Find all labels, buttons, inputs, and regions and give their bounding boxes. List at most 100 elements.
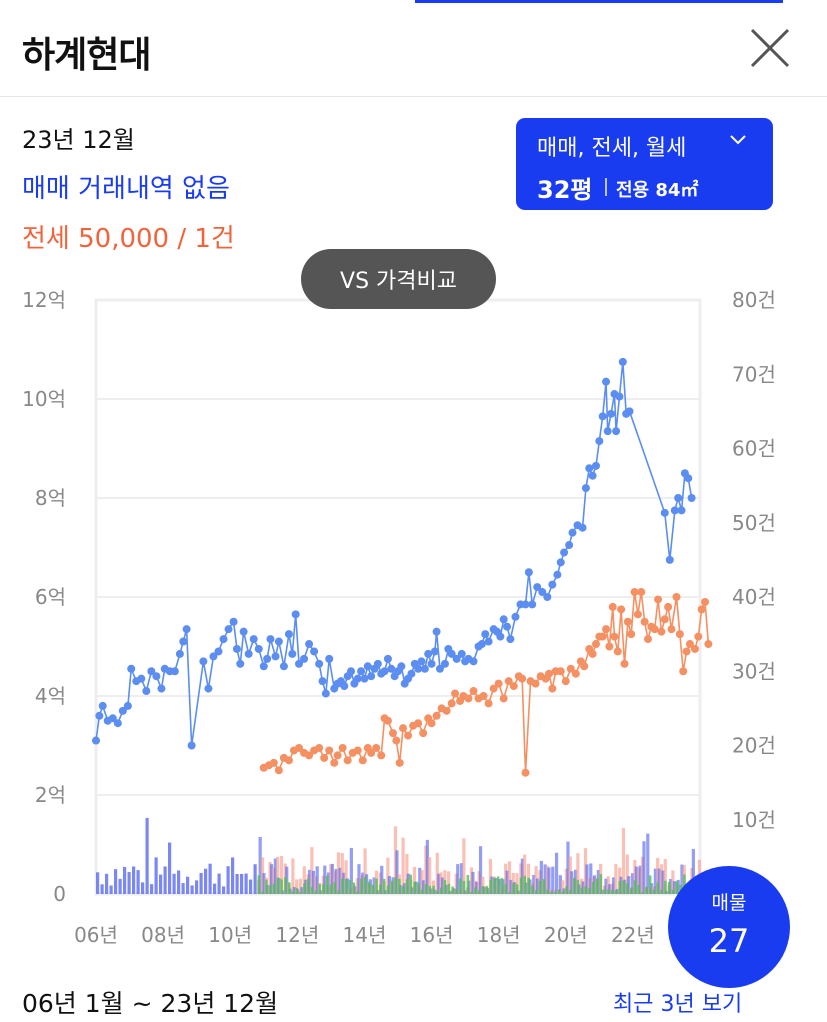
- monthly-volume-bar: [508, 891, 511, 894]
- sale-volume-bar: [330, 863, 334, 894]
- monthly-volume-bar: [523, 875, 527, 894]
- x-tick-label: 16년: [410, 923, 454, 947]
- sale-price-point: [568, 528, 577, 537]
- jeonse-price-point: [479, 692, 488, 700]
- jeonse-price-point: [305, 751, 314, 760]
- sale-price-point: [274, 637, 283, 646]
- sale-volume-bar: [433, 889, 437, 894]
- sale-volume-bar: [558, 875, 562, 894]
- sale-price-point: [137, 674, 146, 683]
- jeonse-price-point: [404, 731, 413, 740]
- sale-volume-bar: [570, 871, 574, 894]
- jeonse-price-point: [518, 674, 527, 683]
- sale-price-point: [612, 427, 621, 436]
- monthly-volume-bar: [401, 886, 405, 894]
- top-tab-indicator: [415, 0, 783, 3]
- sale-volume-bar: [231, 857, 235, 894]
- sale-price-point: [263, 654, 272, 663]
- jeonse-price-point: [679, 667, 688, 676]
- vs-compare-button[interactable]: VS 가격비교: [301, 249, 496, 309]
- sale-price-point: [618, 357, 627, 366]
- jeonse-volume-bar: [515, 873, 519, 894]
- sale-price-point: [432, 627, 441, 636]
- sale-price-point: [602, 377, 611, 386]
- sale-volume-bar: [410, 887, 414, 894]
- sale-volume-bar: [199, 872, 203, 894]
- jeonse-volume-bar: [295, 879, 299, 894]
- monthly-volume-bar: [409, 874, 413, 894]
- sale-price-point: [209, 652, 218, 661]
- header: 하계현대: [0, 0, 827, 97]
- sale-volume-bar: [532, 874, 536, 894]
- jeonse-price-point: [650, 625, 659, 634]
- monthly-volume-bar: [272, 883, 276, 894]
- sale-price-point: [175, 649, 184, 658]
- jeonse-price-point: [697, 605, 706, 614]
- sale-volume-bar: [611, 877, 616, 894]
- monthly-volume-bar: [322, 884, 325, 894]
- sale-price-point: [373, 659, 382, 668]
- jeonse-price-point: [419, 729, 428, 738]
- monthly-volume-bar: [633, 880, 637, 894]
- jeonse-price-point: [605, 642, 614, 651]
- jeonse-price-point: [392, 736, 401, 745]
- recent-3-years-link[interactable]: 최근 3년 보기: [613, 992, 743, 1017]
- x-tick-label: 18년: [477, 923, 521, 947]
- filter-deal-types: 매매, 전세, 월세: [537, 136, 687, 161]
- jeonse-price-point: [571, 669, 580, 678]
- y-left-tick-label: 12억: [22, 288, 66, 312]
- monthly-volume-bar: [348, 880, 352, 894]
- close-button[interactable]: [748, 26, 792, 70]
- jeonse-volume-bar: [523, 854, 527, 894]
- sale-volume-bar: [118, 878, 122, 894]
- listing-count-button[interactable]: 매물 27: [668, 866, 790, 988]
- monthly-volume-bar: [607, 889, 610, 894]
- sale-volume-bar: [145, 817, 149, 894]
- sale-price-point: [214, 647, 223, 656]
- jeonse-price-point: [489, 684, 498, 693]
- sale-price-point: [244, 649, 253, 658]
- jeonse-price-point: [504, 677, 513, 686]
- jeonse-price-point: [358, 756, 367, 765]
- sale-volume-bar: [213, 883, 217, 894]
- sale-volume-bar: [141, 882, 145, 894]
- jeonse-price-point: [269, 758, 278, 767]
- jeonse-price-point: [330, 758, 339, 767]
- monthly-volume-bar: [386, 885, 390, 894]
- jeonse-volume-bar: [447, 871, 451, 894]
- sale-price-point: [625, 407, 634, 416]
- monthly-volume-bar: [584, 886, 587, 894]
- x-tick-label: 22년: [611, 923, 655, 947]
- sale-price-point: [484, 637, 493, 646]
- sale-volume-bar: [471, 871, 475, 894]
- sale-volume-bar: [490, 876, 494, 894]
- jeonse-price-point: [388, 729, 397, 738]
- sale-price-point: [300, 654, 309, 663]
- sale-price-point: [556, 558, 565, 567]
- sale-volume-bar: [463, 890, 467, 894]
- date-range: 06년 1월 ~ 23년 12월: [22, 989, 279, 1018]
- deal-type-area-filter-button[interactable]: 매매, 전세, 월세 32평 전용 84㎡: [516, 118, 773, 210]
- sale-price-point: [236, 659, 245, 668]
- sale-volume-bar: [551, 866, 555, 894]
- jeonse-volume-bar: [663, 858, 667, 894]
- monthly-volume-bar: [542, 878, 546, 894]
- monthly-volume-bar: [626, 883, 629, 894]
- jeonse-price-point: [598, 632, 607, 641]
- sale-price-point: [367, 672, 376, 681]
- sale-volume-bar: [528, 879, 532, 894]
- sale-volume-bar: [615, 889, 619, 894]
- sale-volume-bar: [649, 883, 654, 894]
- sale-price-point: [199, 657, 208, 666]
- sale-volume-bar: [311, 870, 315, 894]
- sale-volume-bar: [150, 884, 154, 894]
- jeonse-price-point: [484, 699, 493, 708]
- sale-volume-bar: [547, 867, 551, 894]
- sale-price-point: [481, 630, 490, 639]
- jeonse-price-point: [627, 630, 636, 639]
- sale-volume-bar: [181, 883, 185, 894]
- y-right-tick-label: 40건: [732, 585, 776, 609]
- sale-volume-bar: [543, 864, 547, 894]
- sale-price-point: [118, 706, 127, 715]
- sale-volume-bar: [244, 873, 248, 894]
